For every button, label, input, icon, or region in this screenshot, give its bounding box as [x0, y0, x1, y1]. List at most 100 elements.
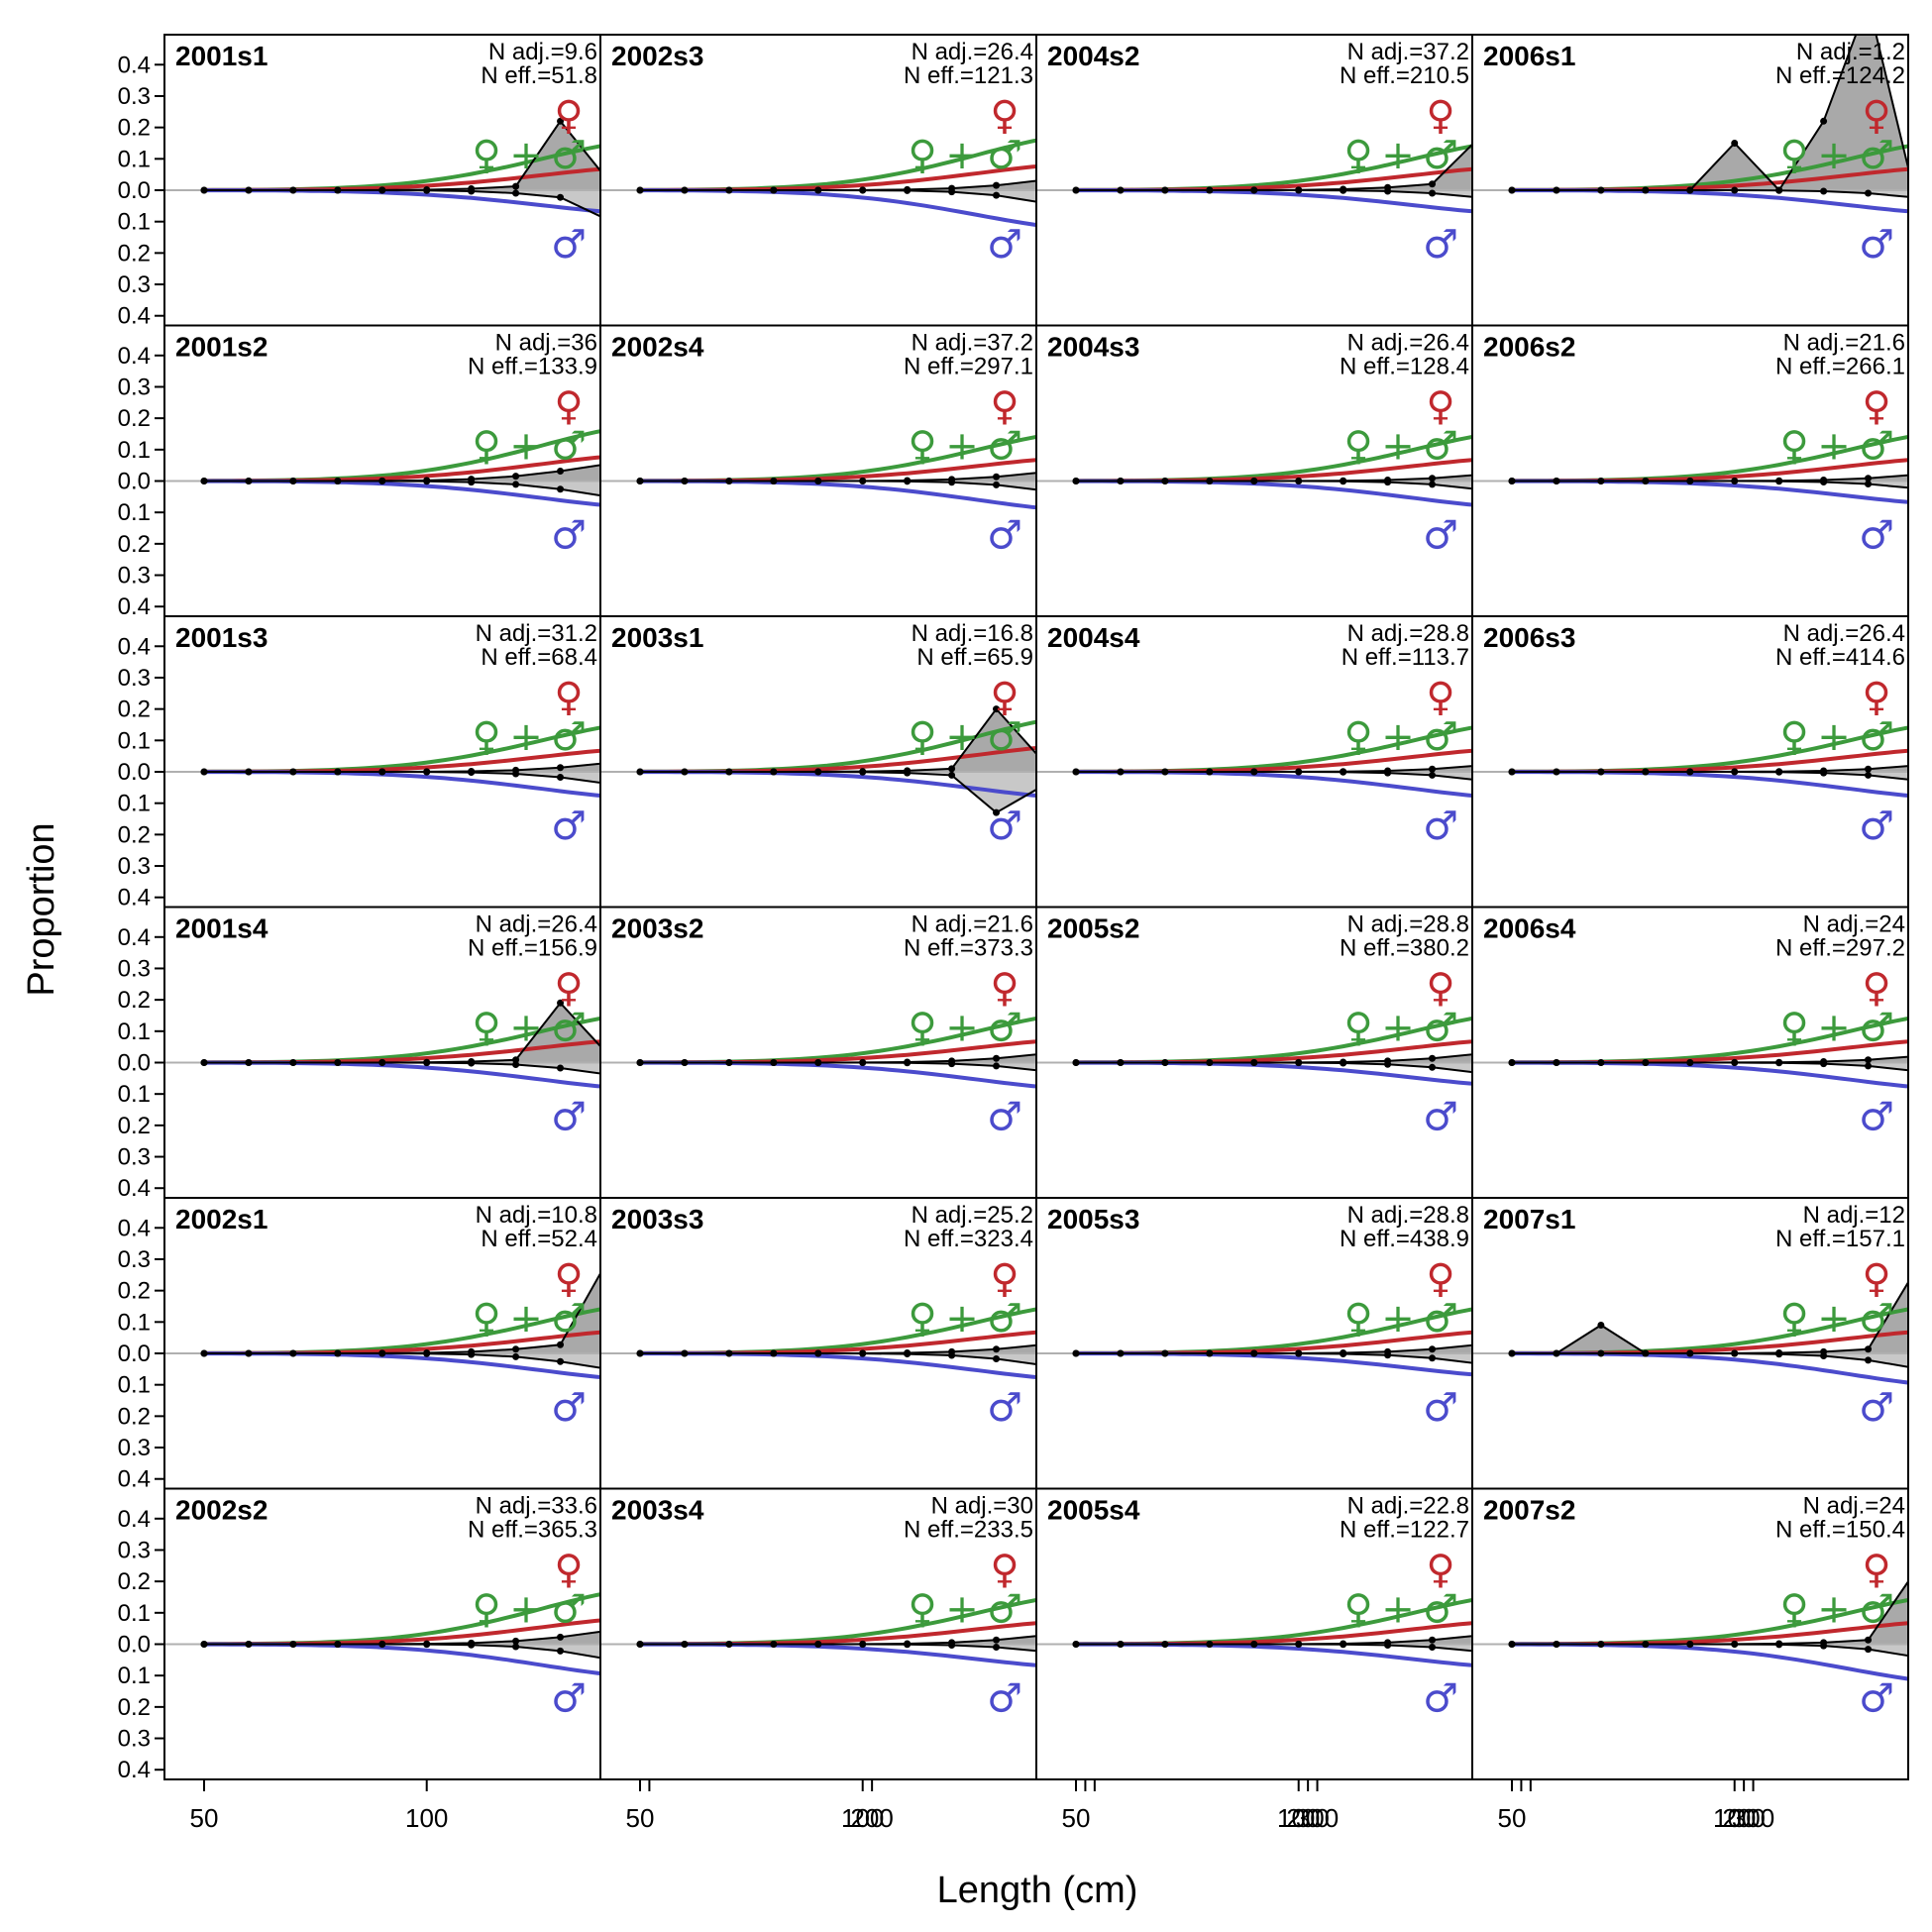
female-observed-point — [1305, 1042, 1312, 1049]
male-expected-line — [1076, 770, 1472, 799]
x-tick-label: 100 — [841, 1803, 884, 1833]
male-observed-point — [468, 187, 476, 195]
combined-male-symbol: ♂ — [1859, 714, 1894, 760]
n-eff-label: N eff.=65.9 — [916, 644, 1033, 671]
panel-plot-area — [1036, 1016, 1925, 1086]
male-observed-line — [204, 771, 600, 785]
female-observed-point — [1260, 164, 1267, 171]
female-symbol: ♀ — [1426, 966, 1454, 1012]
x-tick-label: 300 — [1732, 1803, 1774, 1833]
female-observed-fill — [204, 121, 600, 190]
combined-female-symbol: ♀ — [472, 1296, 500, 1342]
male-observed-point — [1037, 1648, 1044, 1655]
female-symbol: ♀ — [554, 966, 583, 1012]
female-expected-line — [204, 1039, 600, 1065]
female-observed-point — [824, 459, 831, 466]
n-adj-label: N adj.=22.8 — [1347, 1493, 1469, 1520]
female-observed-point — [1082, 463, 1089, 470]
male-observed-point — [646, 1078, 653, 1085]
male-observed-point — [1909, 1364, 1916, 1371]
male-observed-point — [824, 202, 831, 209]
male-observed-point — [1918, 1061, 1925, 1068]
male-observed-point — [770, 768, 778, 776]
y-tick-label: 0.3 — [118, 1537, 151, 1563]
female-observed-line — [204, 1001, 600, 1064]
female-expected-line — [1076, 166, 1472, 192]
panel-plot-area — [1036, 725, 1659, 800]
y-tick-label: 0.0 — [118, 469, 151, 495]
male-observed-point — [1206, 1641, 1214, 1649]
female-observed-point — [1652, 1620, 1659, 1627]
female-observed-point — [691, 453, 698, 460]
female-observed-point — [1482, 181, 1489, 188]
male-observed-point — [423, 768, 431, 776]
combined-female-symbol: ♀ — [1343, 1296, 1372, 1342]
male-observed-point — [1429, 189, 1437, 197]
combined-plus-symbol: + — [509, 1006, 543, 1051]
male-symbol: ♂ — [551, 804, 587, 849]
female-observed-line — [640, 179, 1036, 191]
female-observed-point — [735, 165, 742, 172]
female-observed-point — [1562, 460, 1569, 467]
panel-2005s4: 2005s4 N adj.=22.8N eff.=122.7♀♀ + ♂♂ — [1035, 1487, 1703, 1780]
male-observed-point — [1918, 1352, 1925, 1359]
panel-label: 2007s1 — [1483, 1204, 1575, 1234]
male-observed-point — [948, 1351, 956, 1359]
male-observed-point — [1206, 478, 1214, 485]
panel-plot-area — [164, 117, 831, 218]
female-observed-point — [780, 747, 787, 754]
y-tick-label: 0.3 — [118, 955, 151, 982]
male-observed-point — [423, 1349, 431, 1357]
female-observed-point — [1037, 469, 1044, 476]
male-observed-point — [1652, 793, 1659, 800]
female-observed-point — [1438, 471, 1445, 478]
panel-label: 2002s1 — [175, 1204, 268, 1234]
male-expected-line — [1076, 479, 1472, 507]
female-observed-point — [601, 1262, 608, 1269]
male-observed-point — [1696, 1660, 1703, 1666]
female-observed-point — [1696, 1039, 1703, 1046]
combined-female-symbol: ♀ — [908, 424, 936, 470]
male-observed-point — [245, 186, 253, 194]
panel-2006s2: 2006s2 N adj.=21.6N eff.=266.1 ♀ ♀ + ♂ ♂ — [1471, 324, 1909, 617]
female-observed-point — [1607, 164, 1614, 171]
combined-male-symbol: ♂ — [551, 1006, 587, 1051]
male-symbol: ♂ — [1859, 1095, 1894, 1140]
panel-2004s2: 2004s2 N adj.=37.2N eff.=210.5♀♀ + ♂♂ — [1035, 34, 1614, 327]
male-observed-point — [948, 479, 956, 486]
male-observed-point — [1295, 478, 1303, 485]
n-eff-label: N eff.=52.4 — [481, 1226, 597, 1252]
male-observed-point — [1127, 502, 1133, 509]
female-observed-point — [557, 1633, 565, 1641]
male-symbol: ♂ — [551, 222, 587, 268]
combined-expected-line — [639, 719, 1036, 774]
male-symbol: ♂ — [1423, 1676, 1458, 1722]
male-observed-point — [378, 186, 386, 194]
male-symbol: ♂ — [1859, 1676, 1894, 1722]
male-observed-point — [1909, 1653, 1916, 1660]
female-observed-point — [780, 167, 787, 174]
n-adj-label: N adj.=24 — [1803, 912, 1905, 938]
panel-2007s1: 2007s1 N adj.=12N eff.=157.1 ♀ ♀ + ♂ ♂ — [1471, 1197, 1916, 1490]
male-observed-point — [1340, 1350, 1347, 1358]
female-observed-point — [691, 164, 698, 171]
male-observed-point — [1295, 1349, 1303, 1357]
male-observed-point — [1508, 478, 1516, 484]
male-symbol: ♂ — [1859, 1385, 1894, 1431]
female-observed-point — [1046, 764, 1053, 771]
male-observed-point — [378, 478, 386, 485]
male-observed-point — [691, 209, 698, 216]
female-observed-point — [1260, 1621, 1267, 1628]
male-observed-point — [334, 1059, 342, 1067]
male-observed-point — [780, 499, 787, 506]
male-observed-point — [1652, 1662, 1659, 1668]
male-observed-point — [1909, 777, 1916, 784]
female-observed-point — [1696, 457, 1703, 464]
male-observed-point — [200, 1641, 208, 1648]
female-symbol: ♀ — [990, 1256, 1019, 1302]
male-observed-point — [1305, 497, 1312, 504]
male-observed-point — [1830, 1065, 1837, 1072]
male-observed-point — [824, 788, 831, 795]
combined-female-symbol: ♀ — [908, 714, 936, 760]
male-expected-line — [640, 1642, 1036, 1667]
